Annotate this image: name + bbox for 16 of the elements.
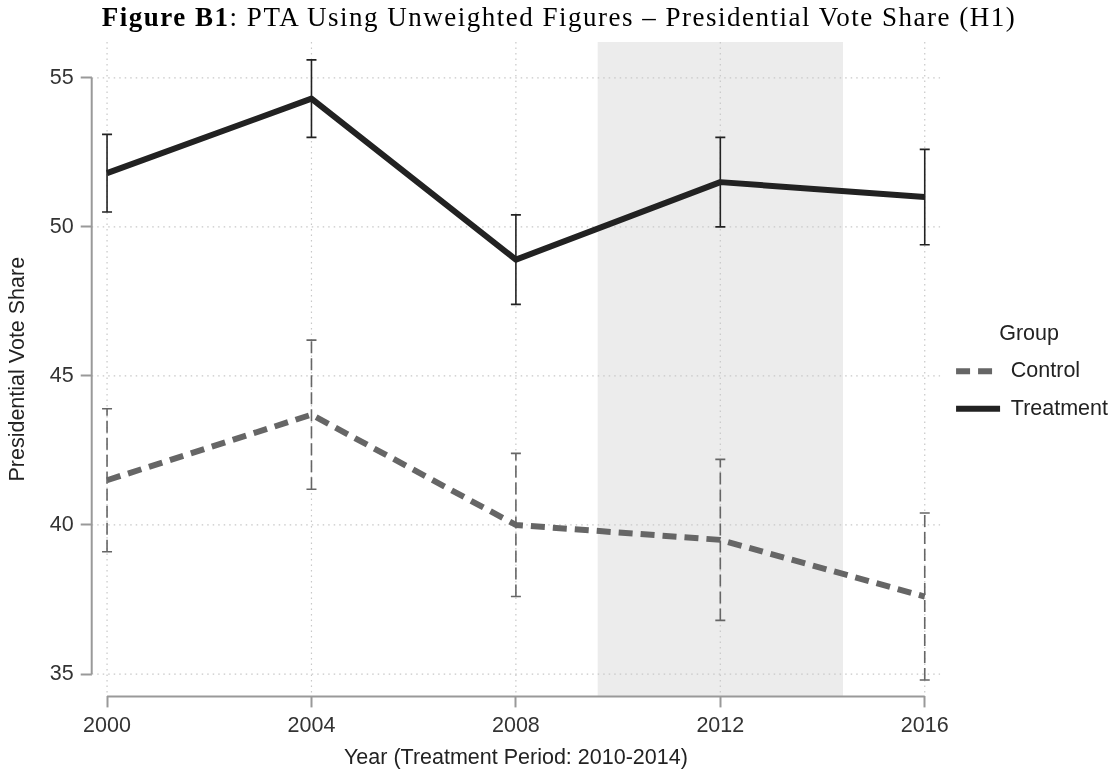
x-tick-label: 2004 [287,713,336,738]
x-tick-label: 2008 [491,713,540,738]
y-axis-title: Presidential Vote Share [4,256,29,482]
chart-title: Figure B1: PTA Using Unweighted Figures – Presidential Vote Share (H1) [100,2,1018,33]
x-tick-label: 2016 [900,713,949,738]
legend-label: Control [1010,358,1081,383]
y-tick-label: 45 [49,362,74,387]
legend-label: Treatment [1010,395,1109,420]
y-tick-label: 40 [49,511,74,536]
y-tick-label: 50 [49,213,74,238]
y-tick-label: 55 [49,64,74,89]
x-tick-label: 2012 [696,713,745,738]
x-axis-title: Year (Treatment Period: 2010-2014) [343,745,688,770]
legend-title: Group [999,320,1059,345]
y-tick-label: 35 [49,660,74,685]
x-tick-label: 2000 [83,713,131,738]
